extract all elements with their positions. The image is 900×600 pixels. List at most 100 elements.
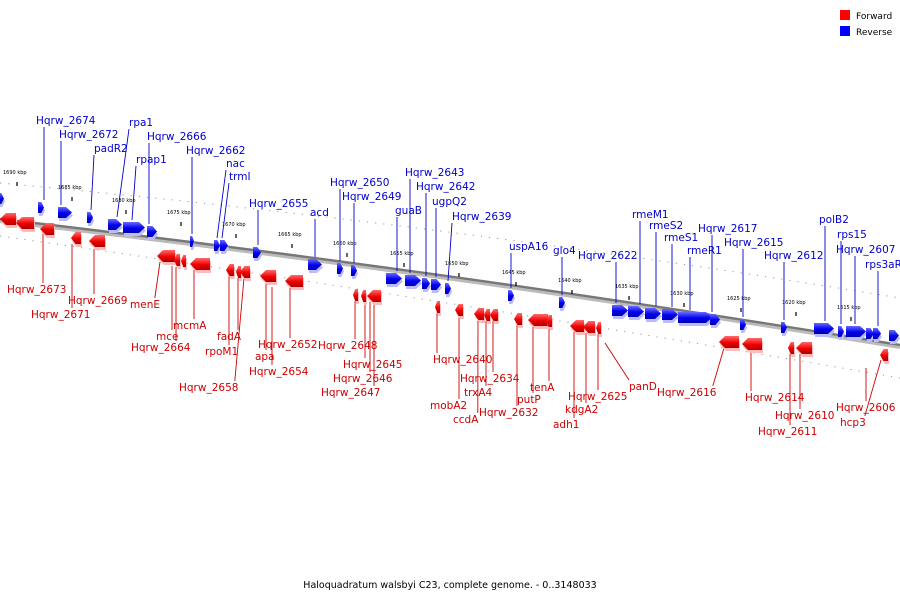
reverse-gene-label-rmer1: rmeR1	[687, 245, 722, 257]
gene-labels: Hqrw_2674 Hqrw_2672 padR2 rpa1 rpap1 Hqrw_266…	[7, 115, 900, 438]
forward-gene-block	[40, 223, 55, 238]
forward-gene-label-kdga2: kdgA2	[565, 404, 598, 416]
forward-gene-label-hqrw-2664: Hqrw_2664	[131, 342, 191, 354]
reverse-gene-label-hqrw-2655: Hqrw_2655	[249, 198, 308, 210]
forward-gene-block	[71, 232, 82, 247]
forward-gene-block	[719, 336, 740, 351]
kbp-tick-label: 1690 kbp	[3, 170, 27, 176]
reverse-gene-block	[308, 259, 323, 273]
kbp-tick-label: 1645 kbp	[502, 270, 526, 276]
leader-line	[216, 169, 227, 239]
forward-gene-label-hqrw-2625: Hqrw_2625	[568, 391, 627, 403]
forward-gene-block	[190, 258, 211, 273]
forward-gene-block	[174, 254, 181, 269]
forward-gene-label-apa: apa	[255, 351, 275, 363]
forward-gene-label-hqrw-2611: Hqrw_2611	[758, 426, 817, 438]
reverse-gene-label-hqrw-2662: Hqrw_2662	[186, 145, 245, 157]
reverse-gene-block	[220, 240, 229, 254]
reverse-gene-label-hqrw-2649: Hqrw_2649	[342, 191, 401, 203]
leader-line	[154, 261, 161, 299]
legend-label-forward: Forward	[856, 12, 892, 22]
leader-line	[116, 128, 130, 218]
kbp-tick-label: 1635 kbp	[615, 284, 639, 290]
leader-line	[864, 359, 882, 417]
reverse-gene-label-uspa16: uspA16	[509, 241, 549, 253]
kbp-tick-label: 1620 kbp	[782, 300, 806, 306]
reverse-gene-block	[108, 219, 123, 233]
reverse-gene-block	[431, 279, 442, 293]
leader-line	[221, 182, 230, 239]
reverse-gene-block	[559, 297, 566, 311]
forward-gene-block	[484, 309, 491, 324]
reverse-gene-label-trmi: trmI	[229, 171, 251, 183]
reverse-gene-block	[422, 278, 431, 292]
reverse-gene-label-acd: acd	[310, 207, 329, 219]
leader-line	[90, 154, 95, 211]
reverse-gene-block	[445, 283, 452, 297]
reverse-gene-label-rpa1: rpa1	[129, 117, 153, 129]
forward-gene-block	[546, 315, 553, 330]
reverse-gene-block	[710, 314, 721, 328]
forward-gene-label-hqrw-2614: Hqrw_2614	[745, 392, 805, 404]
forward-gene-label-putp: putP	[517, 394, 541, 406]
reverse-gene-label-hqrw-2650: Hqrw_2650	[330, 177, 389, 189]
reverse-gene-block	[253, 247, 262, 261]
reverse-gene-label-rmes1: rmeS1	[664, 232, 698, 244]
reverse-gene-block	[781, 322, 788, 336]
forward-gene-label-hqrw-2606: Hqrw_2606	[836, 402, 896, 414]
reverse-gene-block	[508, 290, 515, 304]
leader-line	[234, 277, 245, 382]
kbp-tick-label: 1675 kbp	[167, 210, 191, 216]
legend-swatch-forward	[840, 10, 850, 20]
forward-gene-block	[474, 308, 485, 323]
forward-gene-block	[514, 313, 523, 328]
forward-gene-block	[880, 349, 889, 364]
forward-gene-label-fada: fadA	[217, 331, 242, 343]
forward-gene-label-ccda: ccdA	[453, 414, 479, 426]
leader-line	[131, 165, 137, 221]
reverse-gene-label-hqrw-2643: Hqrw_2643	[405, 167, 464, 179]
forward-gene-label-mene: menE	[130, 299, 160, 311]
leader-line	[712, 347, 725, 387]
reverse-gene-block	[386, 273, 403, 287]
reverse-gene-block	[628, 306, 645, 320]
legend: Forward Reverse	[840, 10, 893, 38]
reverse-gene-block	[38, 202, 45, 216]
reverse-gene-block	[58, 207, 73, 221]
reverse-gene-label-rps15: rps15	[837, 229, 867, 241]
forward-gene-block	[236, 266, 242, 281]
forward-gene-block	[16, 217, 35, 232]
reverse-genes	[0, 193, 900, 344]
reverse-gene-label-hqrw-2666: Hqrw_2666	[147, 131, 207, 143]
forward-gene-block	[742, 338, 763, 353]
kbp-tick-label: 1685 kbp	[58, 185, 82, 191]
forward-gene-block	[367, 290, 382, 305]
forward-gene-block	[583, 321, 596, 336]
forward-genes	[0, 213, 889, 364]
reverse-gene-block	[889, 330, 900, 344]
reverse-gene-label-hqrw-2672: Hqrw_2672	[59, 129, 118, 141]
legend-swatch-reverse	[840, 26, 850, 36]
reverse-gene-label-rmem1: rmeM1	[632, 209, 669, 221]
reverse-gene-label-rpap1: rpap1	[136, 154, 167, 166]
forward-gene-label-hqrw-2669: Hqrw_2669	[68, 295, 127, 307]
reverse-gene-label-nac: nac	[226, 158, 245, 170]
forward-gene-block	[157, 250, 176, 265]
reverse-gene-block	[123, 222, 146, 236]
forward-gene-label-mcma: mcmA	[173, 320, 207, 332]
forward-gene-label-hqrw-2632: Hqrw_2632	[479, 407, 538, 419]
gene-leader-lines	[42, 127, 882, 425]
reverse-gene-label-guab: guaB	[395, 205, 422, 217]
forward-gene-label-tena: tenA	[530, 382, 555, 394]
forward-gene-label-hqrw-2647: Hqrw_2647	[321, 387, 380, 399]
reverse-gene-block	[873, 328, 882, 342]
kbp-tick-label: 1650 kbp	[445, 261, 469, 267]
forward-gene-label-hqrw-2652: Hqrw_2652	[258, 339, 317, 351]
forward-gene-label-hqrw-2634: Hqrw_2634	[460, 373, 520, 385]
forward-gene-block	[361, 290, 367, 305]
forward-gene-block	[260, 270, 277, 285]
reverse-gene-block	[190, 236, 195, 250]
forward-gene-label-hqrw-2654: Hqrw_2654	[249, 366, 309, 378]
reverse-gene-block	[838, 326, 845, 340]
